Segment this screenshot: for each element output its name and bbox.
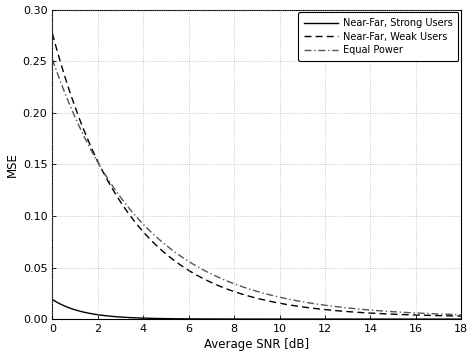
Equal Power [49,57,55,61]
Near-Far, Weak Users [368,311,374,315]
Near-Far, Strong Users [229,317,235,321]
Equal Power [368,308,374,312]
Near-Far, Strong Users [368,317,374,321]
Equal Power [376,308,382,313]
Y-axis label: MSE: MSE [6,152,18,177]
Near-Far, Strong Users [376,317,382,321]
Legend: Near-Far, Strong Users, Near-Far, Weak Users, Equal Power: Near-Far, Strong Users, Near-Far, Weak U… [298,12,458,61]
Equal Power [215,275,220,279]
Line: Equal Power: Equal Power [52,59,461,315]
X-axis label: Average SNR [dB]: Average SNR [dB] [204,338,310,351]
Near-Far, Strong Users [91,312,97,316]
Equal Power [91,154,97,158]
Near-Far, Strong Users [49,297,55,302]
Near-Far, Weak Users [229,289,235,293]
Line: Near-Far, Strong Users: Near-Far, Strong Users [52,300,461,319]
Near-Far, Weak Users [215,283,220,287]
Near-Far, Weak Users [376,311,382,316]
Equal Power [229,281,235,285]
Near-Far, Weak Users [91,152,97,156]
Near-Far, Strong Users [215,317,220,321]
Near-Far, Strong Users [458,317,464,321]
Equal Power [330,304,336,308]
Equal Power [458,313,464,317]
Line: Near-Far, Weak Users: Near-Far, Weak Users [52,33,461,316]
Near-Far, Strong Users [330,317,336,321]
Near-Far, Weak Users [458,314,464,318]
Near-Far, Weak Users [49,31,55,35]
Near-Far, Weak Users [330,308,336,312]
